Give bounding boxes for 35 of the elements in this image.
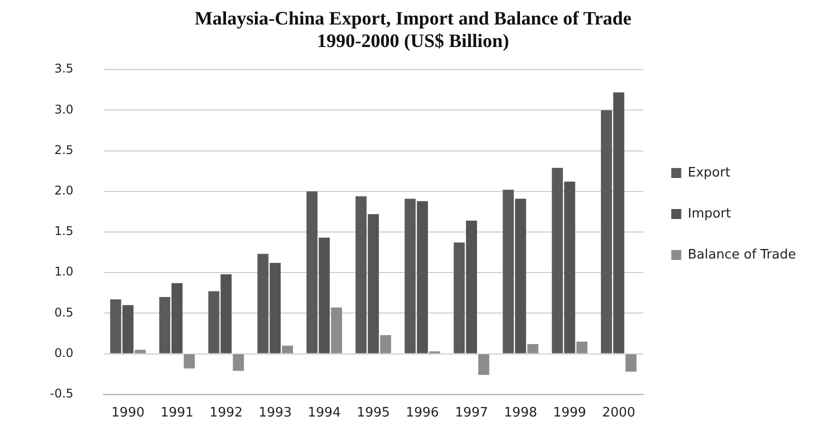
bar [184,354,195,368]
x-tick-label: 1992 [210,406,243,421]
y-tick-label: 2.0 [54,184,74,198]
bar [282,346,293,354]
x-tick-label: 1995 [356,406,390,421]
text: 1990-2000 (US$ Billion) [316,31,510,52]
x-tick-label: 1990 [111,406,144,421]
legend-label: Import [688,206,731,222]
y-tick-label: 1.5 [54,224,74,238]
x-tick-label: 1999 [553,406,586,421]
y-tick-label: 0.0 [54,346,74,360]
bar [380,335,392,354]
y-tick-label: -0.5 [50,386,74,401]
bar [134,350,146,354]
y-tick-label: 0.5 [54,305,74,320]
y-tick-label: 1.0 [54,264,74,279]
x-tick-label: 1997 [454,406,488,421]
text: Malaysia-China Export, Import and Balance of Trade [194,8,632,30]
x-tick-label: 1994 [308,406,341,421]
x-tick-label: 1991 [160,406,194,421]
bar [625,354,637,372]
y-tick-label: 3.0 [54,102,74,116]
bar [527,344,538,354]
bar [478,354,490,375]
bar [331,308,342,354]
x-tick-label: 1993 [258,406,292,421]
bar [576,342,588,354]
legend-label: Export [688,165,730,180]
y-tick-label: 3.5 [54,62,74,76]
legend-label: Balance of Trade [688,247,796,262]
x-tick-label: 1996 [406,406,439,421]
bar [232,354,244,371]
x-tick-label: 2000 [602,406,636,421]
y-tick-label: 2.5 [54,142,74,157]
x-tick-label: 1998 [504,406,538,421]
